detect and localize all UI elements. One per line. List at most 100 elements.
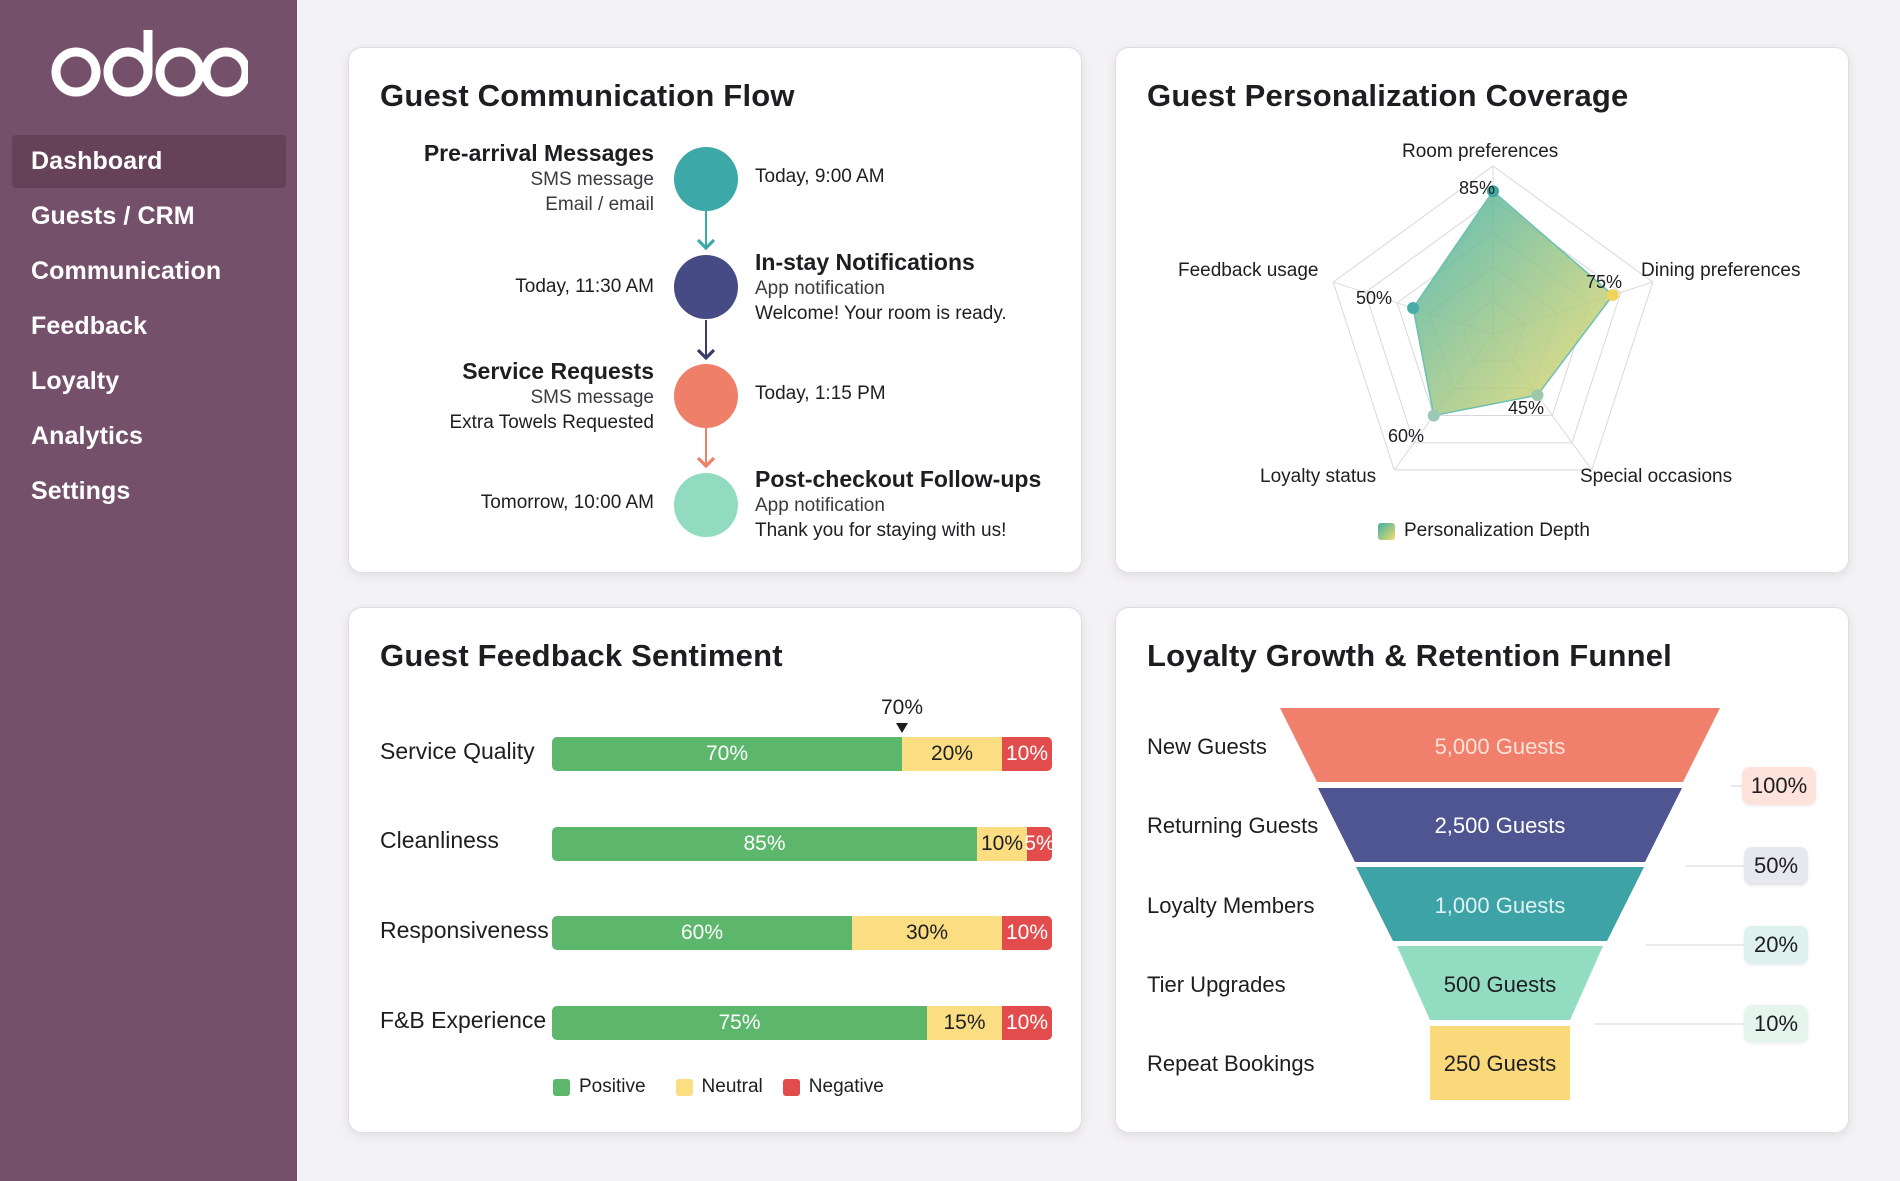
card-title: Guest Communication Flow bbox=[380, 78, 795, 113]
sentiment-segment-negative: 10% bbox=[1002, 737, 1052, 771]
sidebar-item-feedback[interactable]: Feedback bbox=[12, 300, 286, 353]
funnel-stage bbox=[1430, 1026, 1570, 1100]
funnel-value-label: 2,500 Guests bbox=[1434, 813, 1566, 838]
radar-chart bbox=[1332, 165, 1654, 471]
sentiment-legend: Positive Neutral Negative bbox=[553, 1076, 884, 1098]
funnel-stage-label: New Guests bbox=[1147, 734, 1267, 759]
step-detail: Thank you for staying with us! bbox=[755, 520, 1007, 541]
sentiment-segment-positive: 85% bbox=[552, 827, 977, 861]
radar-axis-label: Room preferences bbox=[1402, 141, 1559, 162]
funnel-stage-label: Loyalty Members bbox=[1147, 893, 1315, 918]
radar-value-label: 75% bbox=[1586, 272, 1623, 292]
radar-point bbox=[1427, 409, 1440, 422]
sidebar-item-dashboard[interactable]: Dashboard bbox=[12, 135, 286, 188]
legend-swatch-positive bbox=[553, 1078, 570, 1096]
legend-label: Positive bbox=[579, 1076, 646, 1097]
sentiment-segment-neutral: 15% bbox=[927, 1006, 1002, 1040]
funnel-percent-badge: 10% bbox=[1744, 1005, 1808, 1043]
flow-node bbox=[674, 255, 738, 319]
radar-value-label: 45% bbox=[1508, 398, 1545, 418]
funnel-chart bbox=[1280, 708, 1744, 1100]
funnel-value-label: 500 Guests bbox=[1443, 972, 1557, 997]
sentiment-segment-positive: 60% bbox=[552, 916, 852, 950]
card-title: Guest Feedback Sentiment bbox=[380, 638, 783, 673]
sentiment-segment-negative: 5% bbox=[1024, 827, 1052, 861]
radar-grid-ring bbox=[1364, 198, 1622, 444]
flow-step-post-checkout: Post-checkout Follow-ups App notificatio… bbox=[755, 466, 1041, 543]
radar-axis-label: Special occasions bbox=[1580, 466, 1733, 487]
funnel-percent-badge: 20% bbox=[1744, 926, 1808, 964]
step-channel: App notification bbox=[755, 278, 885, 299]
step-title: In-stay Notifications bbox=[755, 249, 975, 275]
sidebar-item-label: Communication bbox=[31, 257, 222, 285]
marker-triangle-icon bbox=[896, 723, 908, 733]
radar-grid-ring bbox=[1332, 165, 1654, 471]
funnel-stage-label: Repeat Bookings bbox=[1147, 1051, 1315, 1076]
legend-swatch-negative bbox=[782, 1078, 800, 1096]
sidebar-item-label: Loyalty bbox=[31, 367, 120, 395]
sentiment-segment-neutral: 30% bbox=[852, 916, 1002, 950]
radar-point bbox=[1407, 302, 1420, 315]
step-title: Pre-arrival Messages bbox=[423, 140, 654, 166]
marker-label: 70% bbox=[881, 696, 924, 719]
card-title: Guest Personalization Coverage bbox=[1147, 78, 1629, 113]
feedback-sentiment-card: Guest Feedback Sentiment 70% Service Qua… bbox=[348, 607, 1082, 1133]
sentiment-segment-neutral: 10% bbox=[977, 827, 1027, 861]
sidebar-item-guests-crm[interactable]: Guests / CRM bbox=[12, 190, 286, 243]
funnel-percent-badge: 100% bbox=[1742, 767, 1816, 805]
radar-axis-label: Feedback usage bbox=[1178, 260, 1319, 281]
sidebar-item-label: Settings bbox=[31, 477, 131, 505]
radar-value-label: 85% bbox=[1459, 178, 1496, 198]
radar-series-area bbox=[1412, 190, 1614, 417]
step-time: Today, 9:00 AM bbox=[755, 166, 885, 187]
funnel-value-label: 1,000 Guests bbox=[1434, 893, 1566, 918]
step-channel: SMS message bbox=[530, 387, 654, 408]
step-time: Today, 1:15 PM bbox=[755, 383, 886, 404]
funnel-stage bbox=[1318, 788, 1682, 862]
flow-node bbox=[674, 147, 738, 211]
flow-step-in-stay: In-stay Notifications App notification W… bbox=[755, 249, 1007, 326]
sidebar-item-label: Feedback bbox=[31, 312, 148, 340]
step-detail: Extra Towels Requested bbox=[449, 412, 654, 433]
step-title: Service Requests bbox=[462, 358, 654, 384]
loyalty-funnel-card: Loyalty Growth & Retention Funnel New Gu… bbox=[1115, 607, 1849, 1133]
legend-label: Personalization Depth bbox=[1404, 520, 1590, 541]
step-detail: Email / email bbox=[545, 194, 654, 215]
radar-axis-label: Dining preferences bbox=[1641, 260, 1801, 281]
sentiment-row-label: F&B Experience bbox=[380, 1007, 547, 1033]
sidebar-item-analytics[interactable]: Analytics bbox=[12, 410, 286, 463]
sidebar-item-label: Dashboard bbox=[31, 147, 163, 175]
radar-axis-label: Loyalty status bbox=[1260, 466, 1377, 487]
sentiment-segment-positive: 75% bbox=[552, 1006, 927, 1040]
flow-step-service-requests: Service Requests SMS message Extra Towel… bbox=[449, 358, 654, 435]
radar-value-label: 50% bbox=[1356, 288, 1393, 308]
legend-label: Neutral bbox=[701, 1076, 763, 1097]
card-title: Loyalty Growth & Retention Funnel bbox=[1147, 638, 1672, 673]
radar-point bbox=[1531, 389, 1544, 402]
flow-step-pre-arrival: Pre-arrival Messages SMS message Email /… bbox=[424, 140, 654, 217]
sentiment-segment-negative: 10% bbox=[1002, 1006, 1052, 1040]
step-time: Today, 11:30 AM bbox=[515, 276, 654, 297]
sentiment-row-label: Cleanliness bbox=[380, 827, 499, 853]
funnel-stage-label: Returning Guests bbox=[1147, 813, 1319, 838]
step-channel: App notification bbox=[755, 495, 885, 516]
legend-swatch-neutral bbox=[675, 1078, 693, 1096]
sentiment-segment-negative: 10% bbox=[1002, 916, 1052, 950]
sidebar-item-settings[interactable]: Settings bbox=[12, 465, 286, 518]
step-channel: SMS message bbox=[530, 169, 654, 190]
sentiment-bar: 60% 30% 10% bbox=[552, 916, 1052, 950]
radar-point bbox=[1487, 185, 1499, 198]
sidebar-item-loyalty[interactable]: Loyalty bbox=[12, 355, 286, 408]
odoo-logo[interactable]: odoo bbox=[48, 22, 248, 112]
funnel-stage-label: Tier Upgrades bbox=[1147, 972, 1286, 997]
legend-label: Negative bbox=[808, 1076, 884, 1097]
funnel-value-label: 5,000 Guests bbox=[1434, 734, 1566, 759]
sentiment-bar: 75% 15% 10% bbox=[552, 1006, 1052, 1040]
sidebar-item-label: Analytics bbox=[31, 422, 144, 450]
step-title: Post-checkout Follow-ups bbox=[755, 466, 1042, 492]
communication-flow-card: Guest Communication Flow Pre-arrival Mes… bbox=[348, 47, 1082, 573]
sidebar-item-label: Guests / CRM bbox=[31, 202, 195, 230]
sidebar-item-communication[interactable]: Communication bbox=[12, 245, 286, 298]
funnel-percent-badge: 50% bbox=[1744, 847, 1808, 885]
radar-value-label: 60% bbox=[1388, 426, 1425, 446]
